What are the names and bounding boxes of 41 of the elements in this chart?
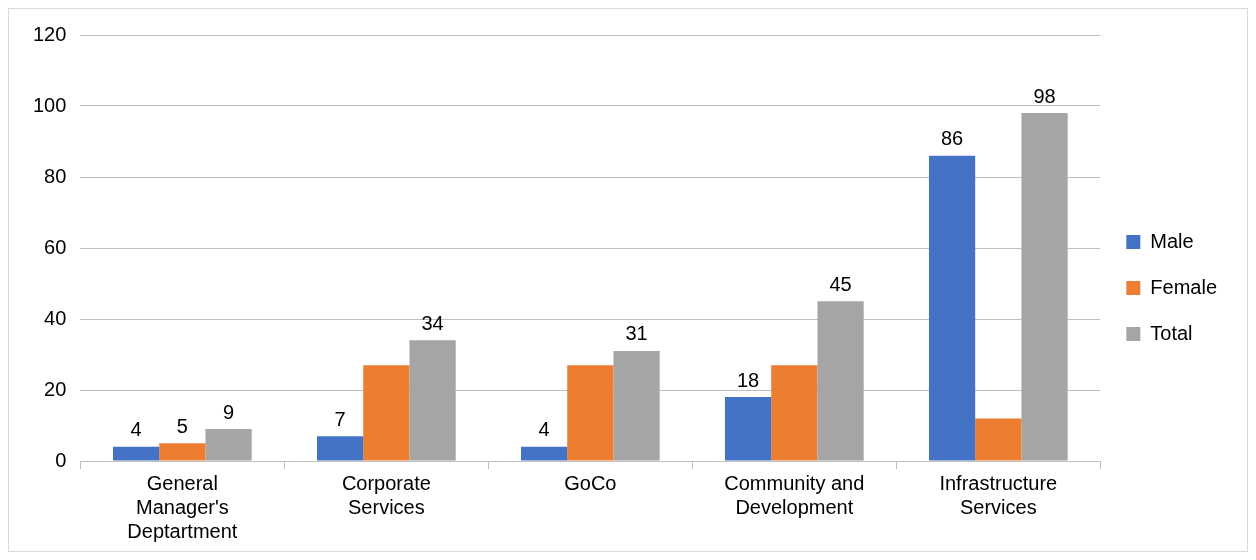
x-tick-label: Infrastructure Services (939, 471, 1058, 518)
data-label: 4 (130, 418, 142, 441)
y-tick-label: 20 (44, 377, 67, 400)
bar (363, 365, 410, 461)
data-label: 45 (829, 272, 852, 295)
y-tick-label: 0 (55, 448, 67, 471)
y-tick-label: 60 (44, 235, 67, 258)
x-tick-label: Community and Development (724, 471, 865, 518)
data-label: 9 (223, 400, 235, 423)
x-tick-label: Corporate Services (341, 471, 431, 518)
data-label: 5 (176, 414, 188, 437)
bar (113, 446, 160, 461)
data-label: 86 (940, 127, 964, 150)
x-tick-label: General Manager's Deptartment (127, 471, 238, 542)
data-label: 7 (334, 407, 346, 430)
bar (159, 443, 206, 461)
legend-label: Male (1150, 229, 1194, 252)
bar (567, 365, 614, 461)
bar (817, 301, 864, 461)
data-label: 31 (625, 322, 648, 345)
bar (520, 446, 568, 461)
y-tick-label: 80 (44, 164, 67, 187)
y-tick-label: 40 (44, 306, 67, 329)
data-label: 18 (736, 368, 760, 391)
bar (205, 429, 252, 461)
data-label: 4 (538, 418, 550, 441)
y-tick-label: 100 (32, 93, 67, 116)
bar (771, 365, 818, 461)
bar (928, 155, 976, 461)
bar (724, 397, 772, 461)
legend-label: Female (1150, 275, 1218, 298)
legend-label: Total (1150, 321, 1193, 344)
x-tick-label: GoCo (564, 471, 617, 494)
bar (975, 418, 1022, 461)
data-label: 98 (1033, 84, 1056, 107)
bar (409, 340, 456, 461)
bar (317, 436, 364, 461)
bar (613, 350, 660, 461)
y-tick-label: 120 (32, 22, 67, 45)
data-label: 34 (421, 311, 444, 334)
bar (1021, 113, 1068, 461)
